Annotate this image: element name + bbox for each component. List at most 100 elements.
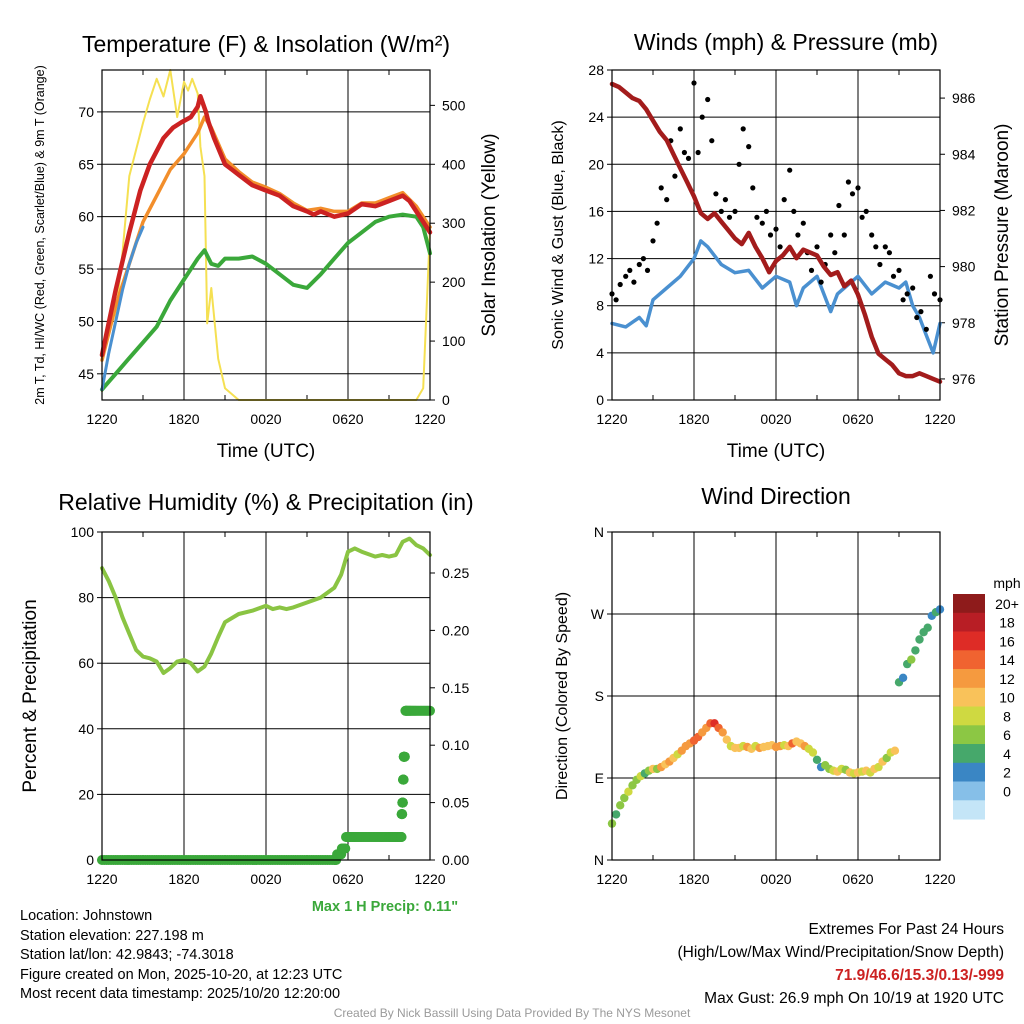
gust-point [664,197,670,203]
gust-point [832,250,838,256]
precip-point [340,843,351,854]
y2-tick-label: 400 [442,156,466,172]
direction-point [722,735,731,744]
gust-point [777,244,783,250]
x-tick-label: 1820 [678,411,709,427]
gust-point [869,232,875,238]
gust-point [828,232,834,238]
colorbar-label: 0 [1003,783,1011,799]
x-tick-label: 1820 [168,411,199,427]
gust-point [691,80,697,86]
y2-tick-label: 986 [952,90,976,106]
plot-border [611,531,941,861]
direction-point [898,673,908,682]
chart-title: Winds (mph) & Pressure (mb) [634,29,938,55]
gust-point [654,220,660,226]
gust-point [896,267,902,273]
gust-point [923,326,929,332]
series-9m-temperature-line [100,115,432,362]
y-tick-label: 45 [78,366,94,382]
y2-tick-label: 0.25 [442,565,469,581]
gust-point [890,273,897,279]
x-tick-label: 1220 [924,871,955,887]
gust-point [695,149,701,156]
precip-point [399,751,410,762]
y-tick-label: 0 [86,852,94,868]
x-tick-label: 1820 [678,871,709,887]
y2-tick-label: 0.15 [442,680,469,696]
y-tick-label: N [594,852,604,868]
gust-point [818,279,824,285]
colorbar-swatch [953,594,985,614]
colorbar-label: 8 [1003,708,1011,724]
gust-point [640,256,647,262]
y-tick-label: 16 [588,203,604,219]
gust-point [849,191,856,197]
colorbar-swatch [953,687,985,708]
colorbar-swatch [953,612,985,633]
series-temperature-line [99,93,433,358]
gust-point [931,291,938,297]
elevation-text: Station elevation: 227.198 m [20,927,204,944]
y2-tick-label: 200 [442,274,466,290]
chart-title: Temperature (F) & Insolation (W/m²) [82,31,450,57]
colorbar-label: 18 [999,615,1015,631]
x-tick-label: 0620 [842,411,873,427]
y-axis-label: Direction (Colored By Speed) [554,592,571,800]
y-tick-label: S [595,688,604,704]
extremes-values: 71.9/46.6/15.3/0.13/-999 [835,967,1004,984]
x-tick-label: 1220 [414,871,445,887]
direction-point [616,801,625,810]
x-tick-label: 0020 [250,871,281,887]
x-tick-label: 1220 [86,871,117,887]
gust-point [732,208,738,214]
colorbar-swatch [953,669,985,689]
y2-tick-label: 978 [952,315,976,331]
y-axis-label: 2m T, Td, HI/WC (Red, Green, Scarlet/Blu… [33,65,47,404]
y-tick-label: N [594,524,604,540]
gust-point [631,279,637,285]
y2-tick-label: 984 [952,146,976,162]
y-tick-label: 4 [596,345,604,361]
chart-title: Relative Humidity (%) & Precipitation (i… [58,489,473,515]
y-tick-label: 24 [588,109,604,125]
gust-point [918,309,924,315]
direction-point [915,635,924,644]
gust-point [658,185,664,191]
series-pressure-line [609,81,943,384]
y-tick-label: 50 [78,313,94,329]
x-tick-label: 0020 [760,871,791,887]
y2-tick-label: 0 [442,392,450,408]
y-tick-label: 12 [588,251,604,267]
gust-point [787,167,793,173]
y2-tick-label: 976 [952,371,976,387]
gust-point [699,114,705,120]
y2-tick-label: 0.05 [442,795,469,811]
direction-point [911,646,920,655]
y-tick-label: 0 [596,392,604,408]
y2-tick-label: 500 [442,97,466,113]
x-axis-label: Time (UTC) [217,441,316,462]
y2-tick-label: 0.20 [442,622,469,638]
gust-point [740,126,746,132]
gust-point [877,261,883,268]
x-tick-label: 1820 [168,871,199,887]
direction-point [923,623,932,632]
x-tick-label: 0620 [332,871,363,887]
gust-point [718,208,724,214]
direction-point [907,655,916,664]
colorbar-label: 16 [999,633,1015,649]
gust-point [808,267,815,273]
gust-point [736,161,742,167]
x-tick-label: 0020 [760,411,791,427]
y-tick-label: 28 [588,62,604,78]
gust-point [855,185,861,191]
gust-point [750,185,756,191]
gust-point [613,297,619,303]
colorbar-swatch [953,762,985,783]
gust-point [900,297,906,303]
colorbar-label: 14 [999,652,1015,668]
gust-point [713,191,719,197]
gust-point [767,232,774,238]
y2-axis-label: Station Pressure (Maroon) [992,124,1013,347]
